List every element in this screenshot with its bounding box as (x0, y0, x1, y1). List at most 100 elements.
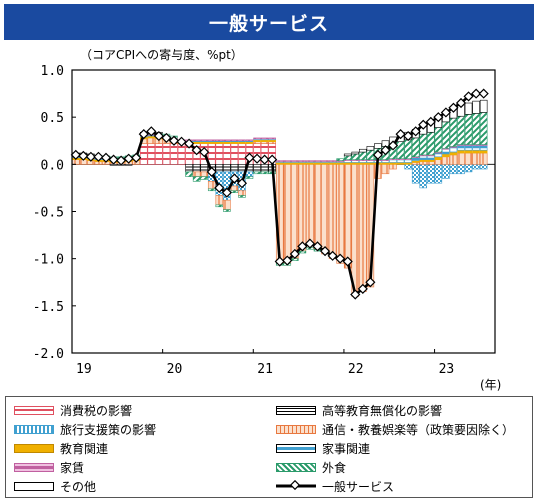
bar-segment (223, 199, 231, 210)
bar-segment (124, 164, 133, 166)
line-point (206, 166, 217, 177)
x-tick-label: 19 (76, 362, 92, 377)
legend-label-other: その他 (60, 479, 97, 494)
legend-label-comm: 通信・教養娯楽等（政策要因除く） (322, 422, 515, 437)
bar-segment (411, 137, 420, 158)
line-point (161, 132, 172, 144)
bar-segment (442, 121, 450, 149)
bar-segment (260, 137, 269, 140)
line-point (214, 182, 225, 194)
bar-segment (434, 127, 443, 153)
x-unit-label: (年) (480, 378, 501, 392)
legend-label-travel: 旅行支援策の影響 (60, 422, 157, 437)
bar-segment (404, 139, 412, 159)
bar-segment (215, 204, 224, 208)
bar-segment (449, 151, 458, 156)
bar-segment (306, 164, 314, 248)
bar-segment (275, 160, 284, 162)
y-tick-label: -1.5 (33, 300, 64, 315)
line-point (176, 136, 187, 147)
y-tick-label: 0.5 (41, 111, 64, 126)
bar-segment (359, 164, 367, 292)
chart-area: （コアCPIへの寄与度、%pt） (年) 1.0 0.5 0.0 -0.5 -1.0 -1… (33, 47, 502, 392)
bar-segment (427, 131, 435, 156)
line-point (93, 151, 104, 162)
bar-segment (351, 151, 360, 155)
line-point (304, 238, 316, 249)
line-point (410, 126, 421, 137)
bar-segment (215, 139, 224, 142)
legend-label-rent: 家賃 (60, 460, 85, 475)
bar-segment (207, 188, 216, 192)
bar-segment (472, 145, 480, 151)
tax-swatch (14, 405, 54, 415)
bar-segment (260, 171, 269, 175)
line-point (274, 256, 285, 267)
x-tick-label: 22 (348, 362, 364, 377)
bar-segment (291, 160, 299, 162)
bar-segment (245, 176, 254, 179)
line-point (455, 97, 467, 109)
bar-segment (291, 164, 299, 259)
line-point (236, 178, 248, 189)
bar-segment (434, 159, 443, 165)
bar-segment (185, 164, 193, 173)
line-point (108, 154, 119, 165)
bar-segment (457, 149, 465, 154)
line-point (425, 116, 436, 127)
bar-segment (351, 153, 360, 160)
bar-segment (479, 99, 488, 113)
bar-segment (464, 164, 473, 173)
bar-segment (336, 158, 344, 161)
bar-segment (207, 139, 216, 142)
line-point (297, 241, 308, 252)
bar-segment (230, 190, 239, 193)
line-point (335, 253, 346, 264)
line-point (168, 135, 180, 146)
bar-segment (230, 164, 239, 173)
bar-segment (200, 164, 208, 173)
line-point (146, 126, 157, 137)
bar-segment (427, 155, 435, 160)
line-point (229, 173, 240, 184)
line-point (221, 187, 232, 198)
line-point (85, 151, 96, 162)
bar-segment (139, 143, 148, 165)
bar-segment (162, 143, 171, 165)
other-swatch (14, 481, 54, 491)
line-point (267, 154, 278, 165)
line-point (471, 88, 482, 99)
bar-segment (192, 171, 201, 177)
bar-segment (215, 195, 224, 206)
bar-segment (457, 164, 465, 175)
y-tick-label: 1.0 (41, 64, 64, 79)
travel-swatch (14, 424, 54, 434)
bar-segment (442, 148, 450, 155)
bar-segment (336, 164, 344, 264)
line-point (78, 150, 89, 161)
legend-item-tax: 消費税の影響 (14, 401, 132, 419)
unit-label: （コアCPIへの寄与度、%pt） (80, 47, 243, 62)
line-point (418, 119, 429, 130)
bar-segment (223, 139, 231, 142)
bar-segment (464, 149, 473, 154)
line-point (312, 241, 323, 252)
bar-segment (343, 153, 352, 157)
bar-segment (396, 159, 405, 163)
line-point (350, 289, 361, 300)
legend-item-educ: 教育関連 (14, 439, 108, 457)
bar-segment (419, 164, 428, 189)
bar-segment (434, 156, 443, 160)
bar-segment (366, 149, 375, 160)
bar-segment (306, 160, 314, 162)
line-point (123, 153, 134, 164)
bar-segment (268, 137, 276, 140)
line-point (191, 145, 202, 156)
legend-label-educ: 教育関連 (60, 441, 109, 456)
bar-segment (223, 143, 231, 165)
bar-segment (449, 164, 458, 175)
bar-segment (192, 164, 201, 173)
bar-segment (374, 143, 382, 149)
bar-segment (147, 143, 156, 165)
hh-swatch (276, 443, 316, 453)
